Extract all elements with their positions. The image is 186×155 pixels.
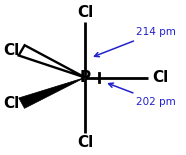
Text: Cl: Cl <box>4 43 20 58</box>
Polygon shape <box>19 45 85 78</box>
Polygon shape <box>19 78 85 108</box>
Text: Cl: Cl <box>77 135 93 150</box>
Text: Cl: Cl <box>77 5 93 20</box>
Text: Cl: Cl <box>152 70 168 85</box>
Text: 214 pm: 214 pm <box>94 27 176 57</box>
Text: 202 pm: 202 pm <box>109 83 176 107</box>
Text: P: P <box>79 70 91 85</box>
Text: Cl: Cl <box>4 96 20 111</box>
